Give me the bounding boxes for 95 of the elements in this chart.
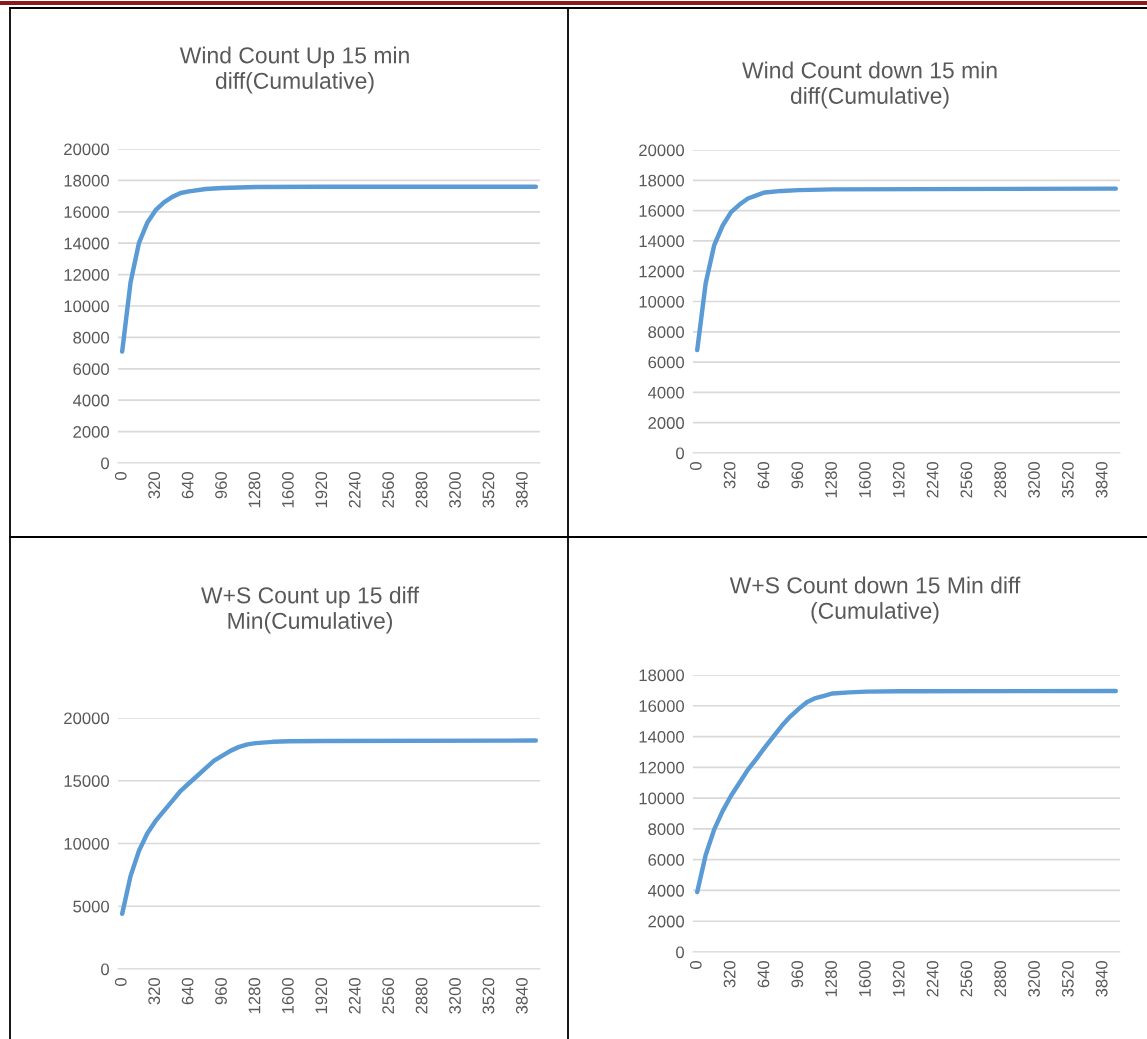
x-tick-label: 3840 [1095,461,1108,498]
y-tick-label: 2000 [648,915,685,928]
x-tick-label: 1920 [315,471,328,508]
x-tick-label: 960 [791,461,804,489]
x-tick-label: 2240 [926,461,939,498]
y-tick-label: 6000 [648,854,685,866]
y-tick-label: 16000 [639,700,685,712]
y-tick-label: 0 [676,447,685,460]
y-tick-label: 8000 [73,331,110,344]
x-tick-label: 0 [114,471,127,480]
x-tick-label: 1280 [825,960,837,997]
x-tick-label: 320 [723,960,736,988]
chart-title: W+S Count down 15 Min diff (Cumulative) [729,576,1021,624]
y-tick-label: 4000 [72,394,110,407]
chart-title: W+S Count up 15 diff Min(Cumulative) [201,586,420,634]
y-tick-label: 16000 [64,206,110,218]
x-tick-label: 1280 [248,977,261,1014]
y-tick-label: 12000 [64,269,110,281]
y-tick-label: 10000 [639,295,685,308]
x-tick-label: 2560 [960,461,973,498]
line-series [119,184,539,354]
x-tick-label: 960 [215,471,227,499]
x-tick-label: 0 [689,960,702,969]
x-tick-label: 640 [757,960,770,988]
x-tick-label: 640 [757,461,770,489]
line-series [695,186,1118,353]
x-tick-label: 3200 [1028,960,1040,997]
y-tick-label: 12000 [639,265,685,278]
x-tick-label: 3520 [1061,960,1074,997]
y-tick-label: 10000 [639,792,685,805]
x-tick-label: 320 [148,977,161,1005]
x-tick-label: 2880 [994,960,1007,997]
x-tick-label: 2240 [926,960,939,997]
x-tick-label: 3840 [515,471,528,508]
x-tick-label: 1920 [892,960,905,997]
x-tick-label: 1600 [281,471,294,508]
y-tick-label: 18000 [639,174,685,187]
x-tick-label: 960 [791,960,804,988]
x-tick-label: 3840 [1095,960,1108,997]
y-tick-label: 15000 [64,775,110,787]
x-tick-label: 3520 [482,977,495,1014]
y-tick-label: 14000 [639,235,685,248]
x-tick-label: 2240 [348,471,361,508]
y-tick-label: 18000 [64,174,110,187]
x-tick-label: 320 [723,461,736,489]
x-tick-label: 2880 [994,461,1007,498]
y-tick-label: 8000 [648,326,685,338]
x-tick-label: 0 [114,977,127,986]
x-tick-label: 320 [148,471,161,499]
x-tick-label: 3200 [449,977,461,1014]
x-tick-label: 3520 [1061,461,1074,498]
x-tick-label: 1920 [315,977,328,1014]
y-tick-label: 5000 [73,900,110,913]
line-series [119,738,539,916]
y-tick-label: 0 [676,946,685,959]
x-tick-label: 3840 [515,977,528,1014]
x-tick-label: 640 [181,471,194,499]
y-tick-label: 18000 [639,669,685,682]
y-tick-label: 14000 [639,730,685,743]
y-tick-label: 8000 [648,823,685,836]
x-tick-label: 0 [689,461,702,470]
y-tick-label: 14000 [64,237,110,250]
y-tick-label: 12000 [639,761,685,774]
y-tick-label: 20000 [64,712,110,725]
x-tick-label: 3520 [482,471,495,508]
x-tick-label: 2560 [382,471,395,508]
x-tick-label: 3200 [1028,461,1040,498]
y-tick-label: 10000 [64,837,110,850]
x-tick-label: 640 [181,977,194,1005]
x-tick-label: 2880 [415,471,428,508]
y-tick-label: 10000 [64,300,110,313]
x-tick-label: 1600 [281,977,294,1014]
x-tick-label: 1600 [859,461,871,498]
x-tick-label: 2560 [382,977,395,1014]
x-tick-label: 2560 [960,960,973,997]
chart-title: Wind Count down 15 min diff(Cumulative) [742,61,997,109]
y-tick-label: 6000 [648,356,685,369]
x-tick-label: 1600 [859,960,871,997]
x-tick-label: 3200 [449,471,461,508]
y-tick-label: 20000 [639,144,685,157]
x-tick-label: 960 [215,977,227,1005]
y-tick-label: 4000 [647,884,685,897]
y-tick-label: 2000 [73,426,110,438]
y-tick-label: 20000 [64,143,110,156]
x-tick-label: 2880 [415,977,428,1014]
chart-title: Wind Count Up 15 min diff(Cumulative) [179,46,409,94]
y-tick-label: 16000 [639,205,685,217]
x-tick-label: 1280 [248,471,261,508]
y-tick-label: 2000 [648,417,685,429]
y-tick-label: 6000 [73,363,110,375]
y-tick-label: 4000 [647,386,685,399]
x-tick-label: 1920 [892,461,905,498]
x-tick-label: 2240 [348,977,361,1014]
line-series [695,688,1118,895]
x-tick-label: 1280 [825,461,837,498]
